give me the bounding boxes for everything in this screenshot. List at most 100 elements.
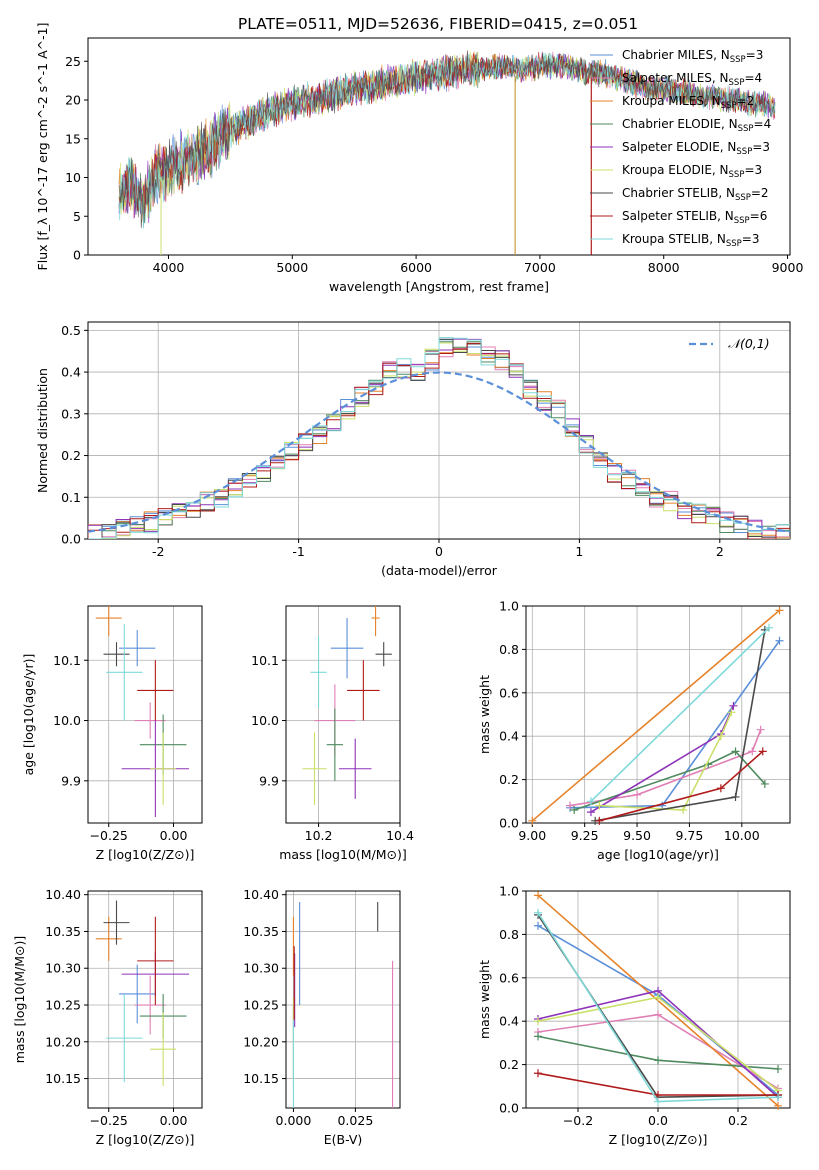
- spectrum-legend: Chabrier MILES, NSSP=3 Salpeter MILES, NS…: [590, 48, 771, 249]
- x-tick-label: −0.25: [90, 828, 128, 843]
- y-tick-label: 10.15: [243, 1071, 279, 1086]
- y-tick-label: 0.5: [61, 323, 81, 338]
- y-axis-label: Flux [f_λ 10^-17 erg cm^-2 s^-1 A^-1]: [35, 23, 50, 271]
- y-tick-label: 0.8: [499, 927, 519, 942]
- metallicity-mass-panel: −0.25 0.00 10.15 10.20 10.25 10.30 10.35 10.40 Z…: [12, 887, 203, 1147]
- weight-marker: [534, 921, 542, 930]
- x-tick-label: 0.00: [160, 828, 188, 843]
- legend-entry: Kroupa ELODIE, NSSP=3: [622, 163, 762, 180]
- weight-marker: [586, 808, 595, 817]
- weight-marker: [748, 747, 757, 756]
- weight-marker: [534, 891, 542, 900]
- y-tick-label: 10.20: [243, 1034, 279, 1049]
- x-tick-label: 0.0: [648, 1113, 668, 1128]
- y-tick-label: 10.15: [45, 1071, 81, 1086]
- weight-line: [531, 609, 781, 822]
- y-tick-label: 9.9: [259, 773, 279, 788]
- x-tick-label: 5000: [276, 260, 308, 275]
- x-tick-label: 0.2: [728, 1113, 748, 1128]
- y-tick-label: 10.35: [243, 924, 279, 939]
- y-tick-label: 10.40: [45, 887, 81, 902]
- x-tick-label: 1: [575, 544, 583, 559]
- y-tick-label: 0.6: [499, 685, 519, 700]
- weight-marker: [595, 801, 604, 810]
- x-tick-label: 9.50: [623, 828, 651, 843]
- legend-entry: Kroupa STELIB, NSSP=3: [622, 232, 760, 249]
- legend-entry: Salpeter MILES, NSSP=4: [622, 71, 762, 88]
- spectrum-panel: 4000 5000 6000 7000 8000 9000 0 5 10 15 20 25 wavele…: [35, 23, 803, 294]
- y-tick-label: 20: [65, 93, 81, 108]
- y-tick-label: 0.2: [61, 448, 81, 463]
- weight-marker: [654, 1010, 662, 1019]
- x-tick-label: 10.4: [386, 828, 414, 843]
- legend-entry: Chabrier STELIB, NSSP=2: [622, 186, 769, 203]
- x-axis-label: (data-model)/error: [381, 563, 498, 578]
- extinction-mass-panel: 0.000 0.025 10.15 10.20 10.25 10.30 10.35 10.40…: [243, 887, 401, 1147]
- x-tick-label: 10.2: [305, 828, 333, 843]
- y-tick-label: 0.6: [499, 970, 519, 985]
- x-tick-label: 9.75: [676, 828, 704, 843]
- weight-marker: [716, 784, 725, 793]
- weight-marker: [727, 708, 736, 717]
- gaussian-curve: [87, 371, 791, 533]
- y-tick-label: 10.30: [45, 961, 81, 976]
- y-tick-label: 10.25: [243, 998, 279, 1013]
- weight-line: [594, 629, 766, 822]
- gaussian-legend-label: 𝒩(0,1): [728, 336, 770, 351]
- y-tick-label: 0: [73, 248, 81, 263]
- y-tick-label: 0.0: [499, 1101, 519, 1116]
- x-axis-label: age [log10(age/yr)]: [597, 847, 719, 862]
- x-tick-label: 2: [716, 544, 724, 559]
- y-tick-label: 10.35: [45, 924, 81, 939]
- y-tick-label: 10: [65, 170, 81, 185]
- weight-marker: [566, 801, 574, 810]
- y-tick-label: 9.9: [61, 773, 81, 788]
- x-axis-label: mass [log10(M/M⊙)]: [279, 847, 407, 862]
- weight-marker: [679, 805, 688, 814]
- x-tick-label: 9.25: [571, 828, 599, 843]
- x-tick-label: 0.00: [160, 1113, 188, 1128]
- weight-marker: [654, 1056, 662, 1065]
- spectrum-line: [118, 52, 776, 229]
- x-tick-label: 0.000: [276, 1113, 312, 1128]
- x-axis-label: E(B-V): [324, 1132, 363, 1147]
- y-tick-label: 1.0: [499, 599, 519, 614]
- figure-title: PLATE=0511, MJD=52636, FIBERID=0415, z=0…: [238, 15, 638, 33]
- y-tick-label: 0.4: [499, 729, 519, 744]
- axes-frame: [285, 890, 401, 1109]
- weight-marker: [570, 805, 579, 814]
- x-tick-label: -2: [152, 544, 164, 559]
- x-tick-label: 0: [435, 544, 443, 559]
- x-axis-label: Z [log10(Z/Z⊙)]: [96, 847, 195, 862]
- weight-marker: [758, 747, 767, 756]
- weight-marker: [774, 1093, 782, 1102]
- mass-age-panel: 10.2 10.4 9.9 10.0 10.1 mass [log10(M/M⊙)]: [251, 605, 414, 862]
- x-tick-label: -1: [292, 544, 304, 559]
- weight-marker: [765, 623, 774, 632]
- x-tick-label: 8000: [648, 260, 680, 275]
- x-tick-label: 4000: [153, 260, 185, 275]
- weight-marker: [528, 816, 537, 825]
- y-tick-label: 0.3: [61, 406, 81, 421]
- weight-marker: [756, 725, 765, 734]
- y-tick-label: 25: [65, 54, 81, 69]
- y-tick-label: 5: [73, 209, 81, 224]
- weight-marker: [731, 792, 740, 801]
- y-tick-label: 10.0: [53, 713, 81, 728]
- weight-line: [573, 750, 766, 811]
- weight-marker: [633, 790, 642, 799]
- y-tick-label: 0.2: [499, 1057, 519, 1072]
- y-tick-label: 10.1: [53, 653, 81, 668]
- weight-marker: [774, 1101, 782, 1110]
- x-tick-label: 6000: [400, 260, 432, 275]
- metallicity-age-panel: −0.25 0.00 9.9 10.0 10.1 Z [log10(Z/Z⊙)] age […: [21, 605, 203, 862]
- y-axis-label: mass [log10(M/M⊙)]: [12, 936, 27, 1064]
- y-tick-label: 15: [65, 131, 81, 146]
- legend-entry: Kroupa MILES, NSSP=2: [622, 94, 754, 111]
- y-axis-label: mass weight: [477, 960, 492, 1039]
- y-tick-label: 0.8: [499, 642, 519, 657]
- legend-entry: Salpeter ELODIE, NSSP=3: [622, 140, 770, 157]
- y-tick-label: 10.20: [45, 1034, 81, 1049]
- legend-entry: Chabrier ELODIE, NSSP=4: [622, 117, 771, 134]
